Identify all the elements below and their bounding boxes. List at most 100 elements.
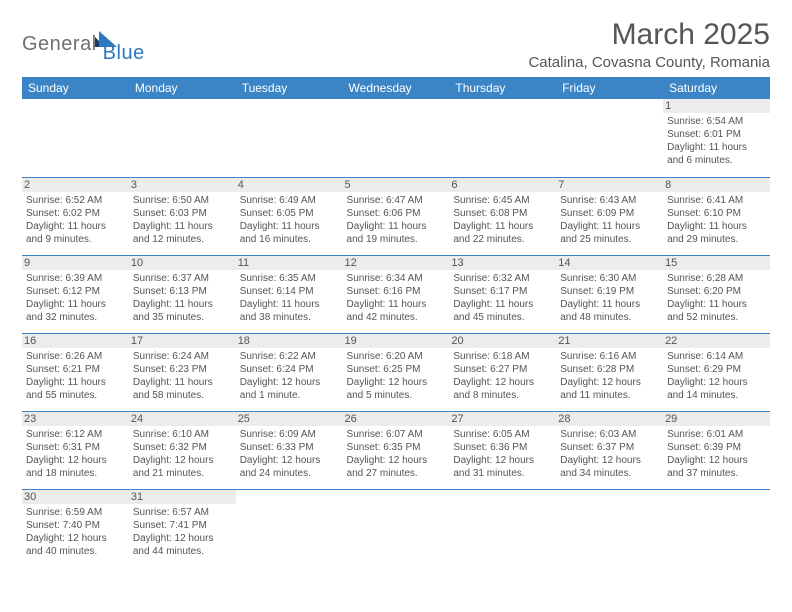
calendar-day-cell: 21Sunrise: 6:16 AMSunset: 6:28 PMDayligh…: [556, 333, 663, 411]
day-info-line: Sunrise: 6:28 AM: [667, 272, 766, 285]
day-info-line: and 29 minutes.: [667, 233, 766, 246]
day-info-line: and 22 minutes.: [453, 233, 552, 246]
calendar-day-cell: 15Sunrise: 6:28 AMSunset: 6:20 PMDayligh…: [663, 255, 770, 333]
day-info-line: Sunrise: 6:20 AM: [347, 350, 446, 363]
calendar-table: Sunday Monday Tuesday Wednesday Thursday…: [22, 77, 770, 567]
day-info-line: Sunrise: 6:35 AM: [240, 272, 339, 285]
day-info-line: Daylight: 12 hours: [26, 532, 125, 545]
title-block: March 2025 Catalina, Covasna County, Rom…: [528, 18, 770, 71]
day-info-line: Sunrise: 6:39 AM: [26, 272, 125, 285]
day-info-line: Daylight: 12 hours: [240, 454, 339, 467]
day-info-line: Sunset: 6:08 PM: [453, 207, 552, 220]
day-info-line: Daylight: 11 hours: [453, 298, 552, 311]
weekday-header: Thursday: [449, 77, 556, 99]
day-info-line: Sunset: 6:23 PM: [133, 363, 232, 376]
day-number: 31: [129, 490, 236, 504]
calendar-day-cell: 1Sunrise: 6:54 AMSunset: 6:01 PMDaylight…: [663, 99, 770, 177]
calendar-day-cell: 22Sunrise: 6:14 AMSunset: 6:29 PMDayligh…: [663, 333, 770, 411]
day-number: 16: [22, 334, 129, 348]
day-info-line: Sunrise: 6:26 AM: [26, 350, 125, 363]
calendar-day-cell: 12Sunrise: 6:34 AMSunset: 6:16 PMDayligh…: [343, 255, 450, 333]
day-info-line: Sunrise: 6:24 AM: [133, 350, 232, 363]
day-info-line: and 19 minutes.: [347, 233, 446, 246]
day-info-line: Daylight: 12 hours: [347, 376, 446, 389]
calendar-day-cell: [449, 489, 556, 567]
day-info-line: Sunset: 6:03 PM: [133, 207, 232, 220]
calendar-day-cell: [343, 99, 450, 177]
day-info-line: and 5 minutes.: [347, 389, 446, 402]
day-info-line: Daylight: 12 hours: [667, 376, 766, 389]
day-info-line: Daylight: 11 hours: [560, 298, 659, 311]
day-info-line: and 44 minutes.: [133, 545, 232, 558]
day-number: 4: [236, 178, 343, 192]
day-number: 28: [556, 412, 663, 426]
day-number: [236, 99, 343, 113]
calendar-day-cell: 11Sunrise: 6:35 AMSunset: 6:14 PMDayligh…: [236, 255, 343, 333]
day-info-line: and 32 minutes.: [26, 311, 125, 324]
day-info-line: Sunrise: 6:57 AM: [133, 506, 232, 519]
day-info-line: and 11 minutes.: [560, 389, 659, 402]
day-number: 24: [129, 412, 236, 426]
day-number: 20: [449, 334, 556, 348]
day-number: [556, 490, 663, 504]
day-info-line: Sunset: 6:24 PM: [240, 363, 339, 376]
day-number: 2: [22, 178, 129, 192]
day-info-line: Daylight: 11 hours: [26, 220, 125, 233]
calendar-day-cell: 19 Sunrise: 6:20 AMSunset: 6:25 PMDayligh…: [343, 333, 450, 411]
day-info-line: Sunrise: 6:59 AM: [26, 506, 125, 519]
day-info-line: Sunset: 7:41 PM: [133, 519, 232, 532]
day-info-line: Daylight: 11 hours: [667, 298, 766, 311]
day-number: 26: [343, 412, 450, 426]
calendar-day-cell: 18Sunrise: 6:22 AMSunset: 6:24 PMDayligh…: [236, 333, 343, 411]
day-info-line: Daylight: 11 hours: [240, 220, 339, 233]
day-info-line: Sunrise: 6:18 AM: [453, 350, 552, 363]
day-number: 1: [663, 99, 770, 113]
day-info-line: and 34 minutes.: [560, 467, 659, 480]
day-info-line: Sunset: 6:06 PM: [347, 207, 446, 220]
calendar-day-cell: [22, 99, 129, 177]
day-info-line: Daylight: 11 hours: [133, 298, 232, 311]
day-info-line: Sunset: 6:27 PM: [453, 363, 552, 376]
day-info-line: Daylight: 11 hours: [667, 141, 766, 154]
calendar-body: 1Sunrise: 6:54 AMSunset: 6:01 PMDaylight…: [22, 99, 770, 567]
calendar-day-cell: 2Sunrise: 6:52 AMSunset: 6:02 PMDaylight…: [22, 177, 129, 255]
calendar-day-cell: 30Sunrise: 6:59 AMSunset: 7:40 PMDayligh…: [22, 489, 129, 567]
day-number: 11: [236, 256, 343, 270]
day-info-line: and 8 minutes.: [453, 389, 552, 402]
weekday-header: Sunday: [22, 77, 129, 99]
day-number: 21: [556, 334, 663, 348]
day-info-line: Daylight: 11 hours: [347, 298, 446, 311]
day-info-line: Sunset: 6:25 PM: [347, 363, 446, 376]
day-number: 19: [343, 334, 450, 348]
calendar-page: General Blue March 2025 Catalina, Covasn…: [0, 0, 792, 567]
day-info-line: Sunset: 6:29 PM: [667, 363, 766, 376]
day-number: 22: [663, 334, 770, 348]
day-info-line: and 40 minutes.: [26, 545, 125, 558]
day-info-line: and 38 minutes.: [240, 311, 339, 324]
day-info-line: Sunset: 6:14 PM: [240, 285, 339, 298]
day-info-line: Sunrise: 6:05 AM: [453, 428, 552, 441]
day-number: 14: [556, 256, 663, 270]
day-number: 15: [663, 256, 770, 270]
day-number: 25: [236, 412, 343, 426]
calendar-day-cell: 13Sunrise: 6:32 AMSunset: 6:17 PMDayligh…: [449, 255, 556, 333]
calendar-day-cell: 9Sunrise: 6:39 AMSunset: 6:12 PMDaylight…: [22, 255, 129, 333]
day-info-line: Daylight: 12 hours: [26, 454, 125, 467]
day-info-line: Sunset: 6:32 PM: [133, 441, 232, 454]
day-info-line: Sunset: 6:12 PM: [26, 285, 125, 298]
calendar-day-cell: 16Sunrise: 6:26 AMSunset: 6:21 PMDayligh…: [22, 333, 129, 411]
day-number: [22, 99, 129, 113]
day-info-line: Sunrise: 6:22 AM: [240, 350, 339, 363]
day-info-line: Sunset: 6:19 PM: [560, 285, 659, 298]
calendar-day-cell: [556, 99, 663, 177]
day-info-line: Sunrise: 6:45 AM: [453, 194, 552, 207]
day-info-line: Sunset: 6:36 PM: [453, 441, 552, 454]
day-info-line: and 16 minutes.: [240, 233, 339, 246]
day-info-line: Daylight: 11 hours: [347, 220, 446, 233]
day-number: 5: [343, 178, 450, 192]
day-info-line: Daylight: 12 hours: [133, 532, 232, 545]
day-info-line: and 55 minutes.: [26, 389, 125, 402]
calendar-day-cell: 20Sunrise: 6:18 AMSunset: 6:27 PMDayligh…: [449, 333, 556, 411]
day-info-line: Sunrise: 6:41 AM: [667, 194, 766, 207]
weekday-header: Friday: [556, 77, 663, 99]
